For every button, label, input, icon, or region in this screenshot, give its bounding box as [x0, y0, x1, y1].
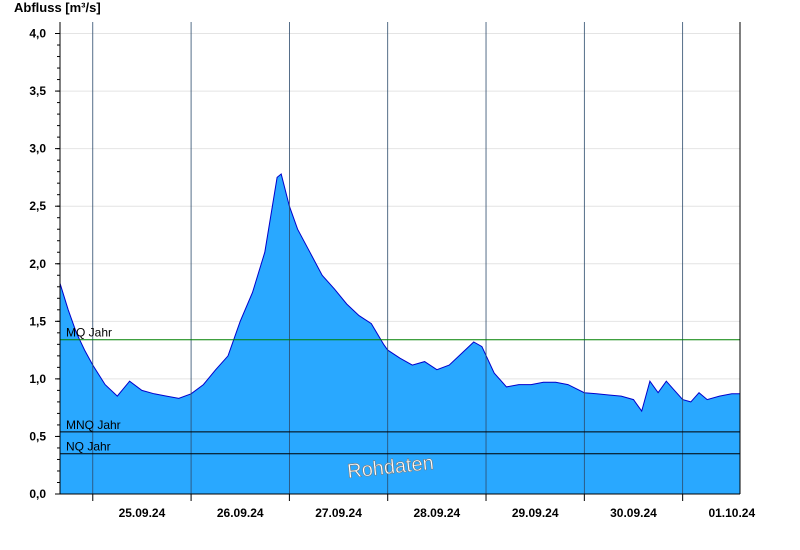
y-tick-label: 2,5 [29, 199, 46, 213]
x-tick-label: 30.09.24 [610, 506, 657, 520]
reference-line-label: MNQ Jahr [66, 418, 121, 432]
x-tick-label: 25.09.24 [119, 506, 166, 520]
x-tick-label: 01.10.24 [708, 506, 755, 520]
reference-lines: MQ Jahr MNQ Jahr NQ Jahr [60, 326, 740, 455]
x-tick-label: 28.09.24 [414, 506, 461, 520]
y-axis-label: Abfluss [m³/s] [14, 0, 101, 15]
y-ticks: 0,0 0,5 1,0 1,5 2,0 2,5 3,0 3,5 4,0 [29, 27, 60, 501]
axes [59, 22, 741, 495]
x-tick-label: 29.09.24 [512, 506, 559, 520]
discharge-line [59, 173, 740, 413]
x-tick-label: 26.09.24 [217, 506, 264, 520]
discharge-area [60, 174, 740, 494]
reference-line-label: MQ Jahr [66, 326, 112, 340]
y-tick-label: 1,0 [29, 372, 46, 386]
y-tick-label: 1,5 [29, 314, 46, 328]
y-tick-label: 0,0 [29, 487, 46, 501]
x-tick-label: 27.09.24 [315, 506, 362, 520]
x-ticks: 25.09.24 26.09.24 27.09.24 28.09.24 29.09.24… [92, 494, 755, 520]
y-tick-label: 0,5 [29, 429, 46, 443]
day-boundaries [92, 22, 684, 494]
y-tick-label: 2,0 [29, 257, 46, 271]
reference-line-label: NQ Jahr [66, 440, 111, 454]
y-tick-label: 3,0 [29, 142, 46, 156]
y-tick-label: 4,0 [29, 27, 46, 41]
y-tick-label: 3,5 [29, 84, 46, 98]
